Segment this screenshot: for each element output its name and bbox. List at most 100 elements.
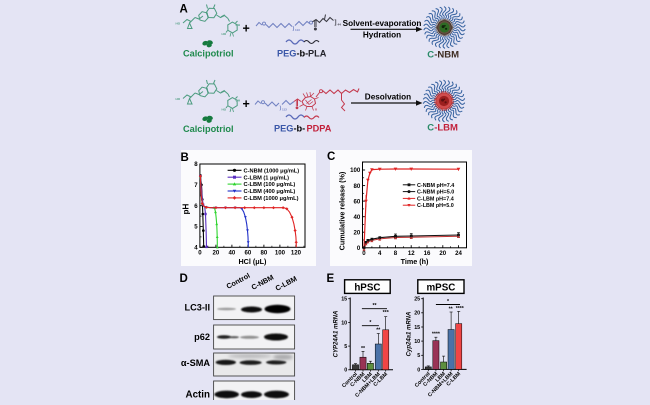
svg-text:10: 10 [341,320,347,326]
svg-text:HO: HO [176,97,181,101]
svg-text:HCl (μL): HCl (μL) [238,257,267,266]
svg-text:C-LBM pH=7.4: C-LBM pH=7.4 [417,196,454,202]
svg-text:44: 44 [338,23,342,27]
svg-text:hPSC: hPSC [354,282,380,293]
svg-text:Time (h): Time (h) [401,257,429,266]
svg-text:HO: HO [222,32,227,36]
svg-text:E: E [327,273,335,285]
svg-text:C-LBM (100 μg/mL): C-LBM (100 μg/mL) [244,182,296,188]
svg-text:0: 0 [417,367,420,373]
svg-text:25: 25 [414,297,420,303]
svg-text:Cumulative release (%): Cumulative release (%) [337,171,346,250]
svg-text:A: A [180,4,188,16]
svg-text:HO: HO [222,107,227,111]
svg-text:+: + [243,97,250,111]
svg-text:15: 15 [414,325,420,331]
svg-text:24: 24 [455,250,462,257]
svg-text:0: 0 [344,368,347,374]
svg-text:mPSC: mPSC [426,282,455,293]
svg-text:*: * [369,320,372,326]
svg-text:16: 16 [424,250,431,257]
svg-text:): ) [293,26,295,32]
svg-text:C-NBM (1000 μg/mL): C-NBM (1000 μg/mL) [244,168,300,174]
svg-text:PEG: PEG [274,124,293,134]
svg-text:p62: p62 [194,332,210,342]
svg-text:LC3-II: LC3-II [184,303,210,313]
svg-text:Cyp24a1 mRNA: Cyp24a1 mRNA [407,312,413,357]
svg-text:pH: pH [182,203,191,214]
svg-text:40: 40 [354,214,361,221]
svg-text:C-LBM pH=5.0: C-LBM pH=5.0 [417,203,454,209]
svg-text:***: *** [383,310,390,316]
svg-text:C-LBM (1 μg/mL): C-LBM (1 μg/mL) [244,175,290,181]
svg-text:40: 40 [229,249,236,256]
svg-text:80: 80 [354,183,361,190]
svg-text:20: 20 [439,250,446,257]
svg-text:0: 0 [357,245,361,252]
svg-text:5: 5 [344,344,347,350]
svg-text:**: ** [372,303,377,309]
svg-text:OH: OH [236,23,241,27]
svg-text:-LBM: -LBM [434,123,458,134]
svg-text:6: 6 [194,203,198,210]
svg-text:100: 100 [275,249,286,256]
svg-text:CYP24A1 mRNA: CYP24A1 mRNA [334,311,340,358]
svg-text:Calcipotriol: Calcipotriol [183,49,234,59]
svg-text:Solvent-evaporation: Solvent-evaporation [343,19,422,28]
svg-text:n: n [315,108,317,112]
svg-text:Hydration: Hydration [363,31,401,40]
svg-text:120: 120 [291,249,302,256]
svg-text:12: 12 [408,250,415,257]
svg-text:4: 4 [194,245,198,252]
svg-text:113: 113 [282,108,287,112]
svg-text:C: C [427,123,434,134]
svg-text:8: 8 [394,250,398,257]
svg-text:D: D [180,273,188,285]
svg-text:20: 20 [354,229,361,236]
svg-text:α-SMA: α-SMA [181,358,210,368]
svg-text:Calcipotriol: Calcipotriol [183,124,234,134]
svg-text:20: 20 [414,311,420,317]
svg-text:C-LBM (1000 μg/mL): C-LBM (1000 μg/mL) [244,196,299,202]
svg-text:10: 10 [414,339,420,345]
svg-text:0: 0 [198,249,202,256]
svg-text:OH: OH [236,98,241,102]
svg-text:15: 15 [341,297,347,303]
svg-text:Actin: Actin [186,390,211,401]
svg-text:]: ] [335,20,337,26]
svg-text:-NBM: -NBM [434,50,459,61]
svg-text:+: + [243,22,250,36]
svg-text:C-NBM pH=7.4: C-NBM pH=7.4 [417,183,454,189]
svg-text:60: 60 [354,198,361,205]
svg-text:-b-: -b- [297,49,309,59]
svg-text:5: 5 [417,353,420,359]
svg-text:B: B [181,152,189,164]
svg-text:4: 4 [378,250,382,257]
svg-text:*: * [447,299,450,305]
svg-text:****: **** [432,331,441,337]
svg-text:**: ** [449,306,454,312]
svg-text:113: 113 [295,28,300,32]
svg-text:5: 5 [194,224,198,231]
svg-text:Desolvation: Desolvation [365,93,411,102]
svg-text:PLA: PLA [308,49,327,59]
svg-text:100: 100 [350,167,361,174]
svg-text:20: 20 [213,249,220,256]
svg-text:80: 80 [261,249,268,256]
svg-text:HO: HO [176,22,181,26]
svg-text:C: C [327,151,335,163]
svg-text:0: 0 [362,250,366,257]
svg-text:PEG: PEG [277,49,296,59]
svg-text:PDPA: PDPA [307,124,332,134]
svg-text:C-NBM pH=5.0: C-NBM pH=5.0 [417,190,454,196]
svg-text:C-LBM (400 μg/mL): C-LBM (400 μg/mL) [244,189,296,195]
svg-text:****: **** [456,306,465,312]
svg-text:): ) [280,106,282,112]
svg-text:-b-: -b- [294,124,306,134]
svg-text:8: 8 [194,161,198,168]
svg-text:**: ** [361,346,366,352]
svg-text:**: ** [376,328,381,334]
svg-text:7: 7 [194,182,198,189]
svg-text:60: 60 [245,249,252,256]
svg-text:C: C [427,50,434,61]
